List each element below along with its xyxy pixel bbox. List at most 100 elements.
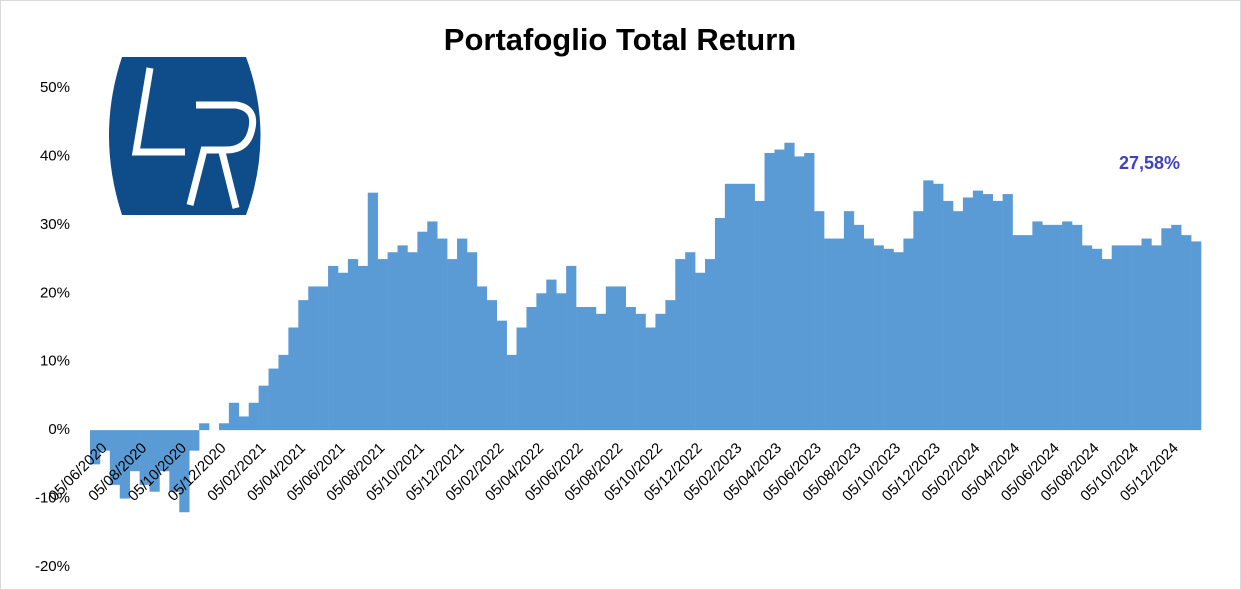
bar [109, 430, 121, 485]
bar [685, 252, 696, 431]
bar [1191, 241, 1202, 431]
value-label: 27,58% [1119, 153, 1180, 173]
bar [933, 183, 944, 431]
bar [566, 265, 577, 431]
bar [228, 402, 240, 431]
bar [804, 153, 815, 431]
bar [466, 252, 478, 431]
bar [149, 430, 160, 492]
bar [1062, 221, 1073, 431]
y-tick-label: 10% [40, 353, 70, 370]
bar [962, 197, 974, 431]
bar [506, 354, 517, 431]
bar [1121, 245, 1132, 431]
bar [992, 200, 1003, 431]
bar [1032, 221, 1043, 431]
bar [258, 385, 269, 431]
bar [99, 430, 111, 451]
bar [953, 211, 964, 431]
bar [1111, 245, 1122, 431]
bar [923, 180, 934, 431]
bar [1151, 245, 1162, 431]
bar [288, 327, 299, 431]
bar [714, 218, 726, 431]
bar [774, 149, 785, 431]
bar [347, 259, 359, 431]
bar [1091, 248, 1103, 431]
bar [764, 153, 775, 431]
bar [546, 279, 557, 431]
bar [1052, 224, 1063, 431]
bar [238, 416, 250, 431]
bar [585, 306, 597, 431]
bar [397, 245, 408, 431]
bar [982, 194, 993, 431]
bar [447, 259, 458, 431]
bar [576, 306, 587, 431]
bar [1081, 245, 1093, 431]
bar [278, 354, 289, 431]
bar [1012, 235, 1023, 431]
chart-title: Portafoglio Total Return [444, 22, 796, 57]
y-tick-label: -20% [35, 558, 70, 575]
bar [784, 142, 795, 431]
bar [645, 327, 656, 431]
bar [367, 192, 378, 431]
bar [605, 286, 617, 431]
y-tick-label: 0% [48, 421, 70, 438]
y-tick-label: -10% [35, 490, 70, 507]
bar [437, 238, 448, 431]
bar [119, 430, 130, 499]
y-tick-label: 20% [40, 284, 70, 301]
bar [595, 313, 607, 431]
bar [824, 238, 835, 431]
bar [903, 238, 914, 431]
bar [516, 327, 527, 431]
bar [794, 156, 805, 431]
bar [1171, 224, 1182, 431]
bar [337, 272, 349, 431]
bar [665, 300, 676, 431]
bar [308, 286, 319, 431]
bar [1181, 235, 1192, 431]
logo [109, 57, 261, 215]
bar [476, 286, 488, 431]
bar [1022, 235, 1033, 431]
bar [486, 300, 498, 431]
bar [943, 200, 954, 431]
bar [873, 245, 884, 431]
bar [139, 430, 150, 485]
bar [1101, 259, 1113, 431]
bar [675, 259, 686, 431]
bar [913, 211, 924, 431]
bar [972, 190, 984, 431]
bar [298, 300, 309, 431]
bar [615, 286, 626, 431]
y-tick-label: 30% [40, 216, 70, 233]
bar [705, 259, 716, 431]
bar [407, 252, 418, 431]
bar [1042, 224, 1053, 431]
bar [496, 320, 507, 431]
bar [843, 211, 855, 431]
bar [318, 286, 329, 431]
bar [754, 200, 765, 431]
bar [814, 211, 825, 431]
bar [387, 252, 398, 431]
bar [129, 430, 140, 472]
bar [90, 430, 101, 465]
bar [724, 183, 736, 431]
bar [635, 313, 646, 431]
bar [853, 224, 865, 431]
bar [1141, 238, 1152, 431]
bar [556, 293, 567, 431]
bar [268, 368, 279, 431]
bar [218, 423, 230, 431]
y-tick-label: 40% [40, 147, 70, 164]
bar [883, 248, 894, 431]
bar [625, 306, 636, 431]
bar [655, 313, 666, 431]
bar [427, 221, 438, 431]
bar [526, 306, 537, 431]
bar [1131, 245, 1142, 431]
